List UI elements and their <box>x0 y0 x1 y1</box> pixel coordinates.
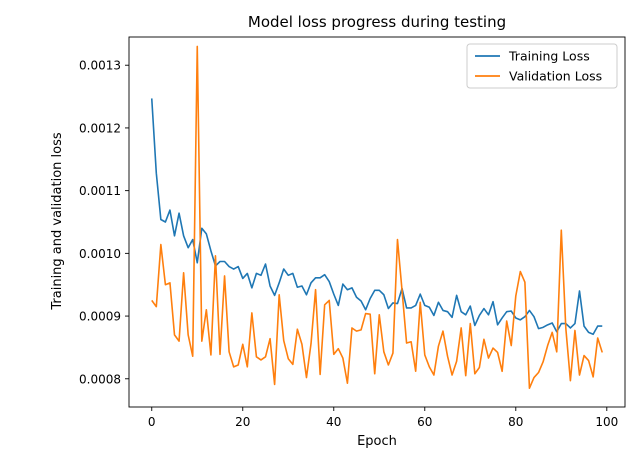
axes-layer: 0 20 40 60 80 100 0.0008 0.0009 0.0010 0.0011 0.00… <box>79 36 626 429</box>
x-tick-label: 0 <box>148 415 156 429</box>
x-tick-label: 100 <box>595 415 618 429</box>
legend-frame <box>466 43 618 89</box>
x-tick-label: 60 <box>417 415 432 429</box>
training-loss-line <box>150 98 603 336</box>
y-tick-label: 0.0012 <box>79 121 121 135</box>
y-tick-label: 0.0010 <box>79 247 121 261</box>
x-tick-label: 40 <box>326 415 341 429</box>
x-axis-label: Epoch <box>357 434 397 449</box>
y-tick-label: 0.0013 <box>79 59 121 73</box>
legend: Training Loss Validation Loss <box>466 43 618 89</box>
y-axis-label: Training and validation loss <box>50 132 65 310</box>
validation-loss-line <box>151 45 604 389</box>
y-tick-label: 0.0008 <box>79 372 121 386</box>
x-tick-label: 20 <box>235 415 250 429</box>
chart-title: Model loss progress during testing <box>248 13 506 31</box>
legend-label-training-loss: Training Loss <box>508 49 590 64</box>
y-tick-label: 0.0011 <box>79 184 121 198</box>
legend-label-validation-loss: Validation Loss <box>509 69 602 84</box>
series-layer <box>150 45 604 389</box>
y-tick-label: 0.0009 <box>79 310 121 324</box>
x-tick-label: 80 <box>508 415 523 429</box>
plot-frame <box>128 36 626 408</box>
